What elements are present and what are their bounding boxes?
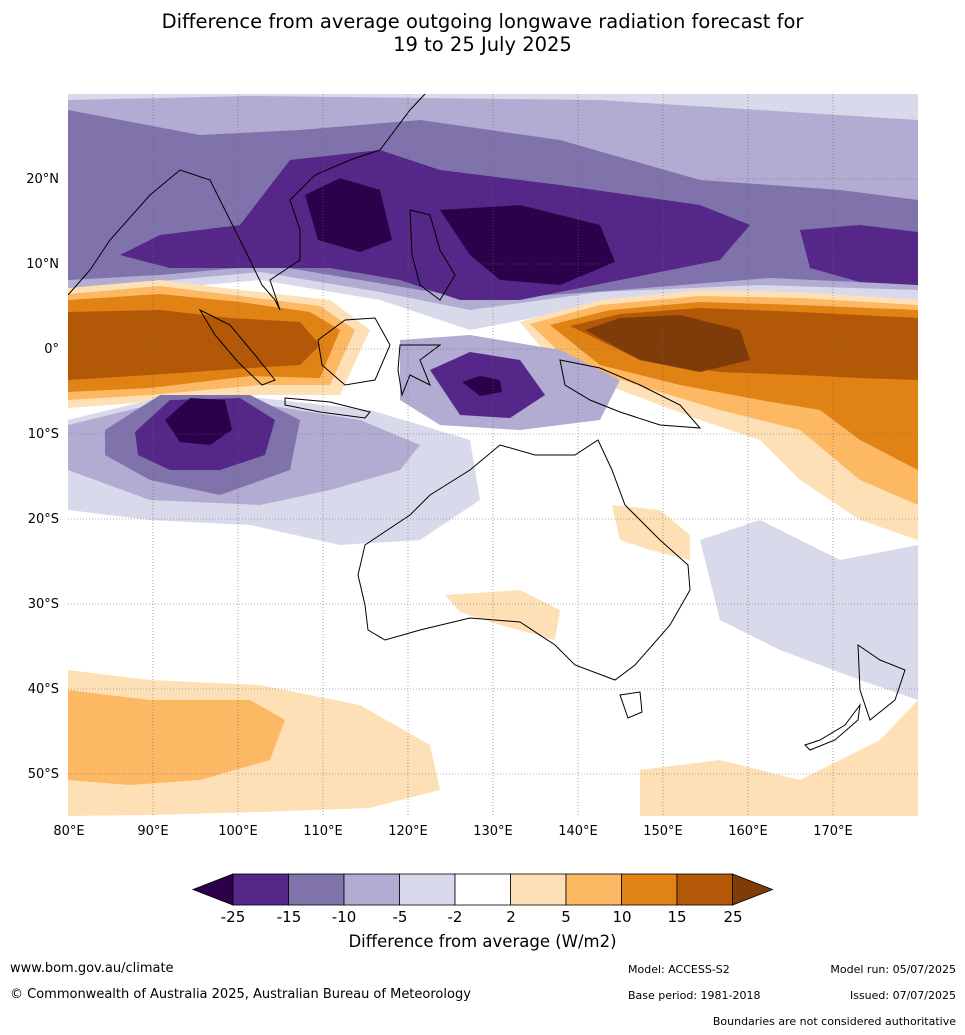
olr-pacific-neg-2 <box>700 520 918 700</box>
colorbar-extend-low <box>191 873 234 906</box>
lat-label: 10°S <box>28 427 59 442</box>
olr-mc-core <box>462 376 502 396</box>
colorbar-tick-label: 5 <box>561 908 571 926</box>
olr-band-neg-25-east <box>800 225 918 285</box>
colorbar-swatch <box>232 873 289 906</box>
lon-label: 170°E <box>813 824 853 839</box>
lon-label: 140°E <box>558 824 598 839</box>
olr-southern-pos-5 <box>68 690 285 785</box>
lat-label: 10°N <box>26 257 59 272</box>
map-panel <box>68 94 918 816</box>
footer-model-run: Model run: 05/07/2025 <box>830 963 956 976</box>
olr-aus-pos-2-east <box>612 505 690 560</box>
footer-website: www.bom.gov.au/climate <box>10 961 174 976</box>
lon-label: 160°E <box>728 824 768 839</box>
lon-label: 150°E <box>643 824 683 839</box>
new-zealand-north-coastline <box>857 644 906 721</box>
footer-base-period: Base period: 1981-2018 <box>628 989 761 1002</box>
colorbar-tick-label: -25 <box>221 908 246 926</box>
colorbar-swatch <box>621 873 678 906</box>
olr-aus-pos-2 <box>445 590 560 640</box>
map-title: Difference from average outgoing longwav… <box>0 10 965 56</box>
colorbar-swatch <box>343 873 400 906</box>
asia-mainland-coastline <box>68 94 426 311</box>
sulawesi-coastline <box>397 344 442 397</box>
colorbar-title: Difference from average (W/m2) <box>348 932 617 951</box>
colorbar-tick-label: 25 <box>723 908 742 926</box>
olr-band-pos-15 <box>68 310 320 380</box>
lon-label: 80°E <box>53 824 84 839</box>
philippines-coastline <box>409 209 456 301</box>
lat-label: 50°S <box>28 767 59 782</box>
colorbar-swatch <box>288 873 345 906</box>
colorbar-tick-labels: -25 -15 -10 -5 -2 2 5 10 15 25 <box>221 908 743 926</box>
java-coastline <box>284 397 371 419</box>
lon-label: 100°E <box>218 824 258 839</box>
colorbar-swatch <box>676 873 733 906</box>
latitude-labels: 20°N 10°N 0° 10°S 20°S 30°S 40°S 50°S <box>26 172 59 782</box>
colorbar-swatch <box>454 873 511 906</box>
olr-core-neg-25-b <box>440 205 615 285</box>
footer-model: Model: ACCESS-S2 <box>628 963 730 976</box>
lat-label: 30°S <box>28 597 59 612</box>
longitude-labels: 80°E 90°E 100°E 110°E 120°E 130°E 140°E … <box>53 824 852 839</box>
colorbar-tick-label: 2 <box>506 908 516 926</box>
borneo-coastline <box>317 317 391 386</box>
footer-issued: Issued: 07/07/2025 <box>849 989 956 1002</box>
lat-label: 20°N <box>26 172 59 187</box>
colorbar-swatch <box>510 873 567 906</box>
colorbar-swatch <box>565 873 622 906</box>
new-zealand-south-coastline <box>804 703 861 751</box>
colorbar-tick-label: -10 <box>332 908 357 926</box>
lat-label: 20°S <box>28 512 59 527</box>
title-line-2: 19 to 25 July 2025 <box>393 33 572 56</box>
title-line-1: Difference from average outgoing longwav… <box>161 10 804 33</box>
colorbar-tick-label: -15 <box>277 908 302 926</box>
tasmania-coastline <box>619 691 643 719</box>
colorbar <box>191 873 774 906</box>
map-gridlines <box>68 94 918 816</box>
lon-label: 130°E <box>473 824 513 839</box>
olr-core-pos-25 <box>585 315 750 372</box>
colorbar-tick-label: 15 <box>667 908 686 926</box>
colorbar-tick-label: 10 <box>612 908 631 926</box>
olr-anomaly-field <box>68 94 918 816</box>
olr-core-neg-25 <box>305 178 392 252</box>
lon-label: 120°E <box>388 824 428 839</box>
lat-label: 0° <box>44 342 59 357</box>
olr-southern-pos-2-east <box>640 700 918 816</box>
colorbar-extend-high <box>732 873 774 906</box>
colorbar-tick-label: -2 <box>448 908 463 926</box>
colorbar-tick-label: -5 <box>393 908 408 926</box>
footer-copyright: © Commonwealth of Australia 2025, Austra… <box>10 987 471 1002</box>
australia-coastline <box>357 439 691 681</box>
lat-label: 40°S <box>28 682 59 697</box>
new-guinea-coastline <box>559 359 702 429</box>
colorbar-swatch <box>399 873 456 906</box>
footer-disclaimer: Boundaries are not considered authoritat… <box>712 1015 956 1028</box>
lon-label: 110°E <box>303 824 343 839</box>
olr-south-core-neg-25 <box>165 398 232 445</box>
lon-label: 90°E <box>137 824 168 839</box>
sumatra-coastline <box>198 308 276 386</box>
